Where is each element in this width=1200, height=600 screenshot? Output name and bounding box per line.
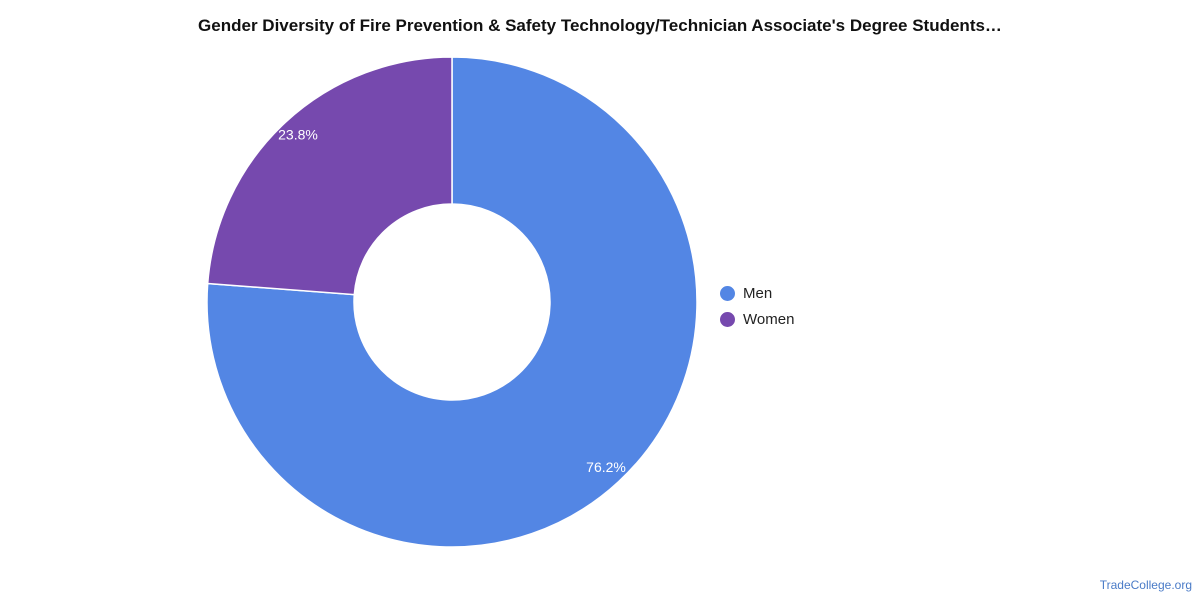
chart-legend: Men Women bbox=[720, 280, 794, 332]
legend-label-men: Men bbox=[743, 284, 773, 302]
source-credit[interactable]: TradeCollege.org bbox=[1099, 578, 1192, 592]
legend-swatch-women bbox=[720, 311, 735, 327]
legend-item-men[interactable]: Men bbox=[720, 280, 794, 306]
legend-swatch-men bbox=[720, 285, 735, 301]
slice-men[interactable] bbox=[206, 56, 698, 548]
data-label-men: 76.2% bbox=[586, 459, 626, 475]
legend-item-women[interactable]: Women bbox=[720, 306, 794, 332]
slice-women[interactable] bbox=[206, 56, 453, 296]
legend-label-women: Women bbox=[743, 310, 795, 328]
data-label-women: 23.8% bbox=[278, 127, 318, 143]
chart-title: Gender Diversity of Fire Prevention & Sa… bbox=[198, 16, 1002, 35]
